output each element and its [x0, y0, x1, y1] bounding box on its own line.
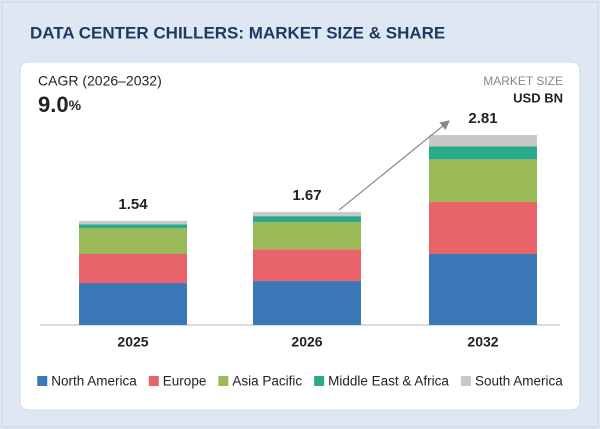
- cagr-value: 9.0%: [38, 92, 82, 117]
- bar-segment: [79, 220, 187, 225]
- unit-label: MARKET SIZE: [483, 74, 563, 88]
- legend-swatch: [460, 376, 471, 386]
- bar-segment: [79, 228, 187, 255]
- bar-segment: [429, 146, 537, 160]
- bar-segment: [429, 159, 537, 202]
- legend-swatch: [314, 376, 325, 386]
- cagr-label: CAGR (2026–2032): [38, 73, 162, 89]
- chart-title: DATA CENTER CHILLERS: MARKET SIZE & SHAR…: [30, 23, 445, 42]
- bar-segment: [79, 283, 187, 325]
- legend-label: Asia Pacific: [232, 374, 302, 389]
- bar-segment: [253, 249, 361, 282]
- bar-segment: [429, 135, 537, 147]
- bar-segment: [429, 254, 537, 325]
- total-label: 1.67: [292, 187, 321, 204]
- cagr-unit: %: [69, 97, 82, 113]
- x-tick-label: 2025: [117, 334, 148, 350]
- unit: USD BN: [513, 90, 563, 105]
- bar-segment: [253, 212, 361, 217]
- total-label: 2.81: [468, 110, 497, 127]
- cagr-number: 9.0: [38, 92, 69, 117]
- bar-segment: [253, 222, 361, 250]
- legend-label: South America: [475, 374, 563, 389]
- growth-arrow: [338, 120, 450, 211]
- bar-segment: [253, 216, 361, 223]
- total-label: 1.54: [118, 196, 148, 213]
- bar-segment: [79, 224, 187, 229]
- x-tick-label: 2026: [291, 334, 322, 350]
- legend-swatch: [37, 376, 48, 386]
- legend-swatch: [218, 376, 229, 386]
- bar-segment: [253, 281, 361, 325]
- x-tick-label: 2032: [467, 334, 498, 350]
- legend-label: Middle East & Africa: [328, 374, 449, 389]
- legend-swatch: [148, 376, 159, 386]
- bar-segment: [429, 201, 537, 255]
- bar-segment: [79, 254, 187, 284]
- legend-label: North America: [51, 374, 137, 389]
- legend-label: Europe: [163, 374, 207, 389]
